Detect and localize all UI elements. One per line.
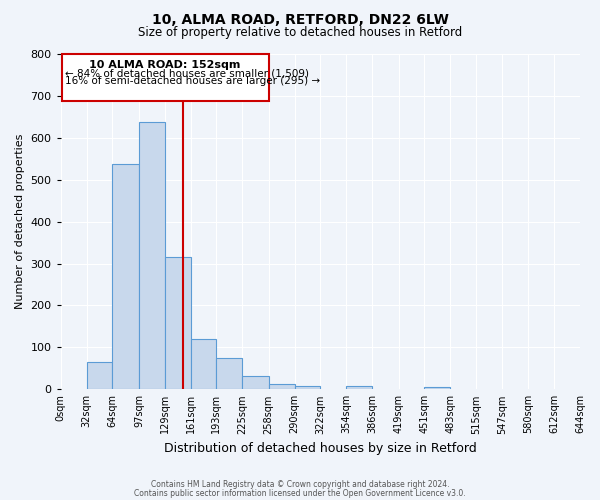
Text: 10 ALMA ROAD: 152sqm: 10 ALMA ROAD: 152sqm [89,60,241,70]
Y-axis label: Number of detached properties: Number of detached properties [15,134,25,310]
Bar [217,358,242,390]
Bar [295,386,320,390]
Text: Contains HM Land Registry data © Crown copyright and database right 2024.: Contains HM Land Registry data © Crown c… [151,480,449,489]
Bar [346,386,372,390]
Bar [112,164,139,390]
Text: 16% of semi-detached houses are larger (295) →: 16% of semi-detached houses are larger (… [65,76,320,86]
X-axis label: Distribution of detached houses by size in Retford: Distribution of detached houses by size … [164,442,477,455]
Bar [139,122,165,390]
Bar [165,258,191,390]
Bar [242,376,269,390]
Text: ← 84% of detached houses are smaller (1,509): ← 84% of detached houses are smaller (1,… [65,68,309,78]
Text: Contains public sector information licensed under the Open Government Licence v3: Contains public sector information licen… [134,488,466,498]
FancyBboxPatch shape [62,54,269,101]
Bar [191,339,217,390]
Bar [86,362,112,390]
Bar [424,387,450,390]
Text: 10, ALMA ROAD, RETFORD, DN22 6LW: 10, ALMA ROAD, RETFORD, DN22 6LW [152,12,448,26]
Text: Size of property relative to detached houses in Retford: Size of property relative to detached ho… [138,26,462,39]
Bar [269,384,295,390]
